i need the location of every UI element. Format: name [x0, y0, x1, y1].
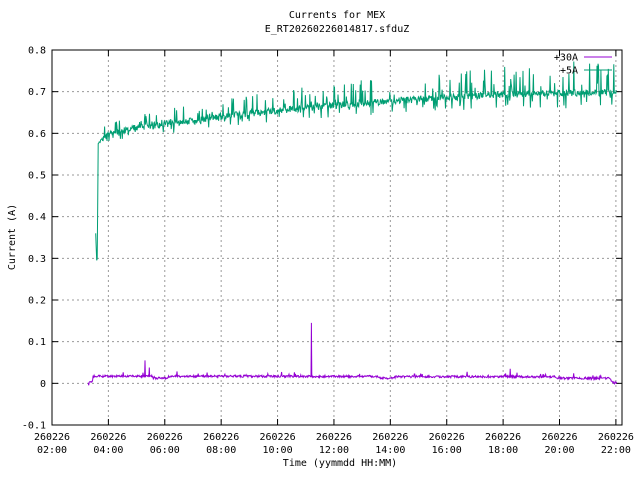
y-tick-label: 0.6 [28, 129, 46, 140]
x-tick-date-label: 260226 [598, 432, 634, 443]
series-line-plus30a [87, 322, 618, 386]
x-tick-time-label: 18:00 [488, 445, 518, 456]
x-tick-date-label: 260226 [203, 432, 239, 443]
legend-label: +5A [560, 66, 578, 77]
x-tick-time-label: 14:00 [375, 445, 405, 456]
x-tick-date-label: 260226 [90, 432, 126, 443]
x-tick-date-label: 260226 [372, 432, 408, 443]
x-axis-label: Time (yymmdd HH:MM) [282, 458, 398, 469]
legend-label: +30A [554, 53, 578, 64]
x-tick-time-label: 22:00 [601, 445, 631, 456]
x-tick-date-label: 260226 [541, 432, 577, 443]
x-tick-date-label: 260226 [259, 432, 295, 443]
x-tick-time-label: 16:00 [432, 445, 462, 456]
x-tick-time-label: 08:00 [206, 445, 236, 456]
y-tick-label: 0.2 [28, 296, 46, 307]
y-tick-label: 0.4 [28, 212, 46, 223]
chart-subtitle: E_RT20260226014817.sfduZ [264, 24, 410, 35]
y-tick-label: 0.1 [28, 337, 46, 348]
x-tick-time-label: 20:00 [544, 445, 574, 456]
x-tick-time-label: 02:00 [37, 445, 67, 456]
x-tick-date-label: 260226 [485, 432, 521, 443]
y-tick-label: 0 [40, 379, 46, 390]
x-tick-time-label: 12:00 [319, 445, 349, 456]
y-tick-label: 0.5 [28, 171, 46, 182]
x-tick-date-label: 260226 [316, 432, 352, 443]
x-tick-time-label: 04:00 [93, 445, 123, 456]
y-tick-label: 0.3 [28, 254, 46, 265]
y-tick-label: 0.7 [28, 87, 46, 98]
chart-title: Currents for MEX [288, 10, 386, 21]
x-tick-date-label: 260226 [34, 432, 70, 443]
x-tick-date-label: 260226 [429, 432, 465, 443]
plot-border [51, 49, 623, 426]
y-tick-label: 0.8 [28, 46, 46, 57]
y-tick-label: -0.1 [22, 421, 46, 432]
x-tick-time-label: 06:00 [150, 445, 180, 456]
x-tick-date-label: 260226 [147, 432, 183, 443]
x-tick-time-label: 10:00 [263, 445, 293, 456]
series-line-plus5a [95, 61, 617, 261]
